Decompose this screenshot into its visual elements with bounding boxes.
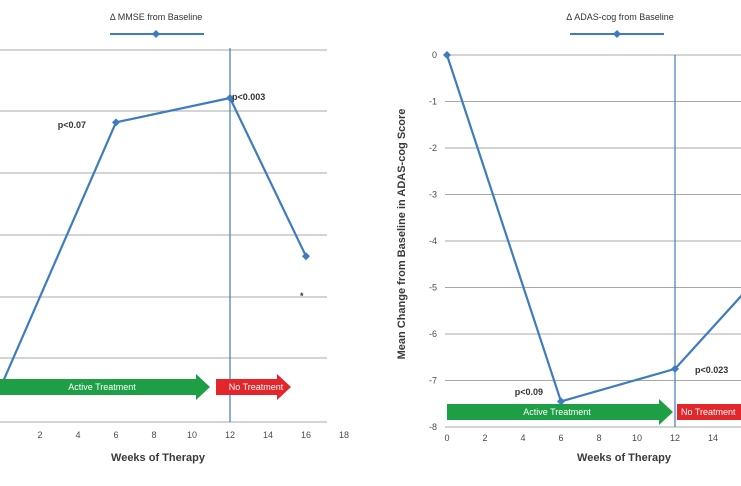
series-line <box>0 96 307 385</box>
y-tick-label: -4 <box>429 236 437 246</box>
x-tick-label: 8 <box>151 430 156 440</box>
x-tick-label: 6 <box>113 430 118 440</box>
p-value-annotation: p<0.07 <box>58 120 86 130</box>
x-tick-label: 12 <box>225 430 235 440</box>
x-tick-label: 16 <box>301 430 311 440</box>
data-point <box>671 364 679 373</box>
no-treatment-arrow: No Treatment <box>216 374 291 400</box>
data-point <box>443 51 451 59</box>
data-point <box>302 252 310 261</box>
y-tick-label: -5 <box>429 283 437 293</box>
data-point <box>226 94 234 102</box>
active-treatment-arrow-shape <box>447 399 673 425</box>
x-tick-label: 4 <box>75 430 80 440</box>
series-line <box>445 54 741 403</box>
legend-label: Δ MMSE from Baseline <box>110 12 203 22</box>
legend-label: Δ ADAS-cog from Baseline <box>566 12 674 22</box>
p-value-annotation: p<0.003 <box>232 92 265 102</box>
significance-marker: * <box>300 291 304 301</box>
y-tick-label: -1 <box>429 97 437 107</box>
y-tick-label: -3 <box>429 190 437 200</box>
legend-marker <box>613 30 621 38</box>
legend-marker <box>152 30 160 38</box>
y-tick-label: -8 <box>429 422 437 432</box>
y-tick-label: -7 <box>429 376 437 386</box>
x-tick-label: 2 <box>37 430 42 440</box>
p-value-annotation: p<0.023 <box>695 365 728 375</box>
chart-mmse: Δ MMSE from Baseline 2 4 6 8 10 12 14 16 18 Weeks … <box>0 12 349 464</box>
active-treatment-arrow: Active Treatment <box>447 399 673 425</box>
x-axis-title: Weeks of Therapy <box>577 452 672 464</box>
x-tick-label: 18 <box>339 430 349 440</box>
no-treatment-arrow-label: No Treatment <box>229 382 284 392</box>
no-treatment-arrow-shape <box>677 404 741 420</box>
x-axis-title: Weeks of Therapy <box>111 452 206 464</box>
active-treatment-arrow: Active Treatment <box>0 374 210 400</box>
x-tick-label: 10 <box>187 430 197 440</box>
data-point <box>557 397 565 406</box>
no-treatment-arrow-label: No Treatment <box>681 407 736 417</box>
x-tick-label: 10 <box>632 433 642 443</box>
x-tick-label: 14 <box>263 430 273 440</box>
x-tick-label: 4 <box>520 433 525 443</box>
x-tick-label: 6 <box>558 433 563 443</box>
y-tick-label: 0 <box>432 50 437 60</box>
active-treatment-arrow-label: Active Treatment <box>523 407 591 417</box>
chart-adas-cog: 0 -1 -2 -3 -4 -5 -6 -7 -8 Δ ADAS-cog from Baselin… <box>396 12 741 464</box>
no-treatment-arrow: No Treatment <box>677 404 741 420</box>
y-tick-label: -2 <box>429 143 437 153</box>
x-tick-label: 2 <box>482 433 487 443</box>
active-treatment-arrow-shape <box>0 374 210 400</box>
no-treatment-arrow-shape <box>216 374 291 400</box>
x-tick-label: 14 <box>708 433 718 443</box>
p-value-annotation: p<0.09 <box>515 387 543 397</box>
active-treatment-arrow-label: Active Treatment <box>68 382 136 392</box>
x-tick-label: 8 <box>596 433 601 443</box>
data-point <box>112 118 120 127</box>
y-axis-title: Mean Change from Baseline in ADAS-cog Sc… <box>396 109 408 360</box>
x-tick-label: 12 <box>670 433 680 443</box>
y-tick-label: -6 <box>429 329 437 339</box>
x-tick-label: 0 <box>444 433 449 443</box>
